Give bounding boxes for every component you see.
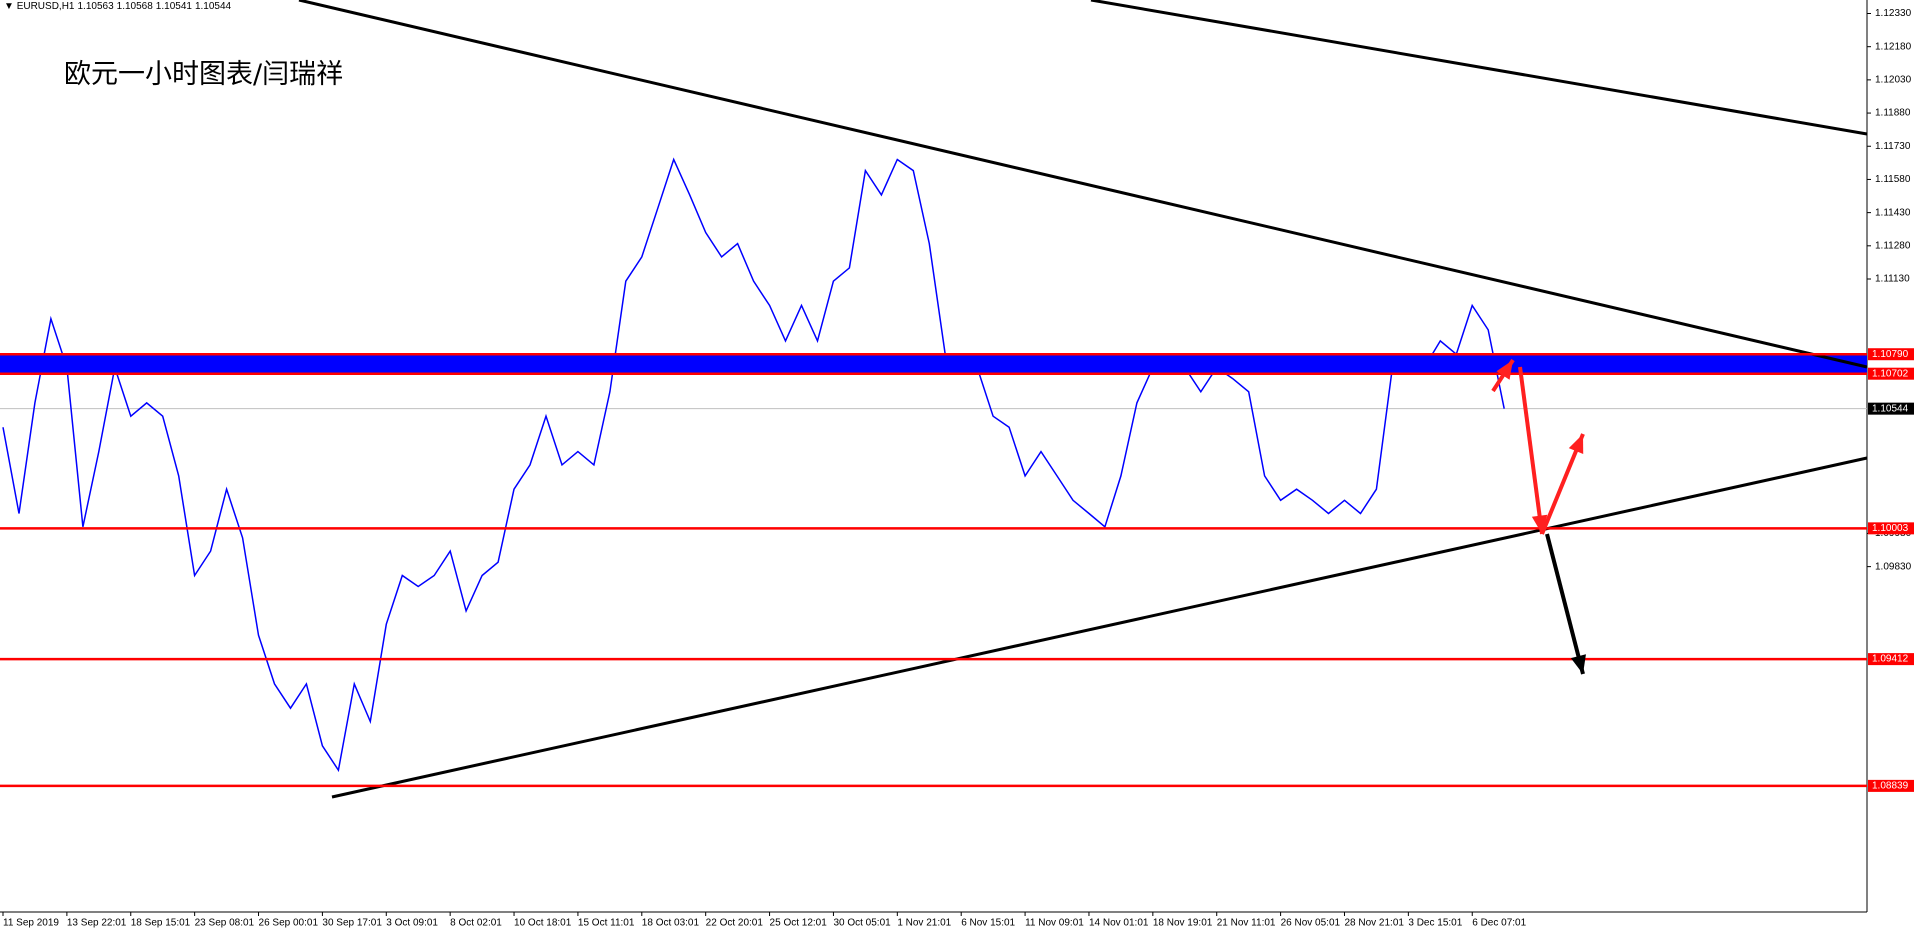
level-tag bbox=[1868, 653, 1914, 666]
arrow-head bbox=[1568, 434, 1584, 454]
level-label: 1.08839 bbox=[1872, 781, 1909, 792]
header: ▼ EURUSD,H1 1.10563 1.10568 1.10541 1.10544 bbox=[4, 1, 232, 12]
last-price-tag bbox=[1868, 402, 1914, 415]
x-tick-label: 26 Sep 00:01 bbox=[259, 918, 319, 929]
x-tick-label: 3 Dec 15:01 bbox=[1408, 918, 1462, 929]
x-tick-label: 21 Nov 11:01 bbox=[1217, 918, 1276, 929]
y-tick-label: 1.11580 bbox=[1875, 174, 1911, 185]
x-tick-label: 8 Oct 02:01 bbox=[450, 918, 502, 929]
x-tick-label: 6 Dec 07:01 bbox=[1472, 918, 1526, 929]
arrow-head bbox=[1496, 360, 1513, 380]
ohlc: 1.10544 bbox=[194, 1, 232, 12]
x-tick-label: 1 Nov 21:01 bbox=[897, 918, 951, 929]
x-tick-label: 14 Nov 01:01 bbox=[1089, 918, 1149, 929]
arrow bbox=[1545, 533, 1585, 675]
zone-band bbox=[0, 354, 1867, 374]
ohlc: 1.10563 bbox=[77, 1, 114, 12]
x-tick-label: 11 Sep 2019 bbox=[3, 918, 59, 929]
y-tick-label: 1.11130 bbox=[1875, 274, 1910, 285]
arrow-head bbox=[1531, 514, 1548, 534]
y-tick-label: 1.12030 bbox=[1875, 75, 1912, 86]
y-tick-label: 1.11280 bbox=[1875, 240, 1911, 251]
x-tick-label: 22 Oct 20:01 bbox=[706, 918, 764, 929]
ohlc: 1.10541 bbox=[155, 1, 192, 12]
x-tick-label: 10 Oct 18:01 bbox=[514, 918, 572, 929]
symbol: EURUSD,H1 bbox=[16, 1, 75, 12]
y-tick-label: 1.11730 bbox=[1875, 141, 1911, 152]
arrow bbox=[1518, 366, 1544, 535]
x-tick-label: 18 Oct 03:01 bbox=[642, 918, 700, 929]
level-label: 1.10790 bbox=[1872, 349, 1909, 360]
price-line bbox=[2, 157, 1505, 773]
arrow-head bbox=[1570, 654, 1586, 674]
x-tick-label: 30 Oct 05:01 bbox=[833, 918, 891, 929]
x-tick-label: 25 Oct 12:01 bbox=[770, 918, 828, 929]
y-tick-label: 1.09830 bbox=[1875, 561, 1912, 572]
y-tick-label: 1.11880 bbox=[1875, 108, 1911, 119]
level-tag bbox=[1868, 367, 1914, 380]
level-label: 1.10003 bbox=[1872, 523, 1909, 534]
x-tick-label: 15 Oct 11:01 bbox=[578, 918, 635, 929]
trend-line bbox=[298, 0, 1868, 369]
x-tick-label: 28 Nov 21:01 bbox=[1344, 918, 1404, 929]
x-tick-label: 13 Sep 22:01 bbox=[67, 918, 127, 929]
trend-line bbox=[331, 456, 1868, 799]
y-tick-label: 1.11430 bbox=[1875, 207, 1911, 218]
level-tag bbox=[1868, 779, 1914, 792]
ohlc: 1.10568 bbox=[116, 1, 153, 12]
level-label: 1.10702 bbox=[1872, 368, 1909, 379]
y-tick-label: 1.12180 bbox=[1875, 41, 1912, 52]
x-tick-label: 11 Nov 09:01 bbox=[1025, 918, 1084, 929]
chart-title: 欧元一小时图表/闫瑞祥 bbox=[64, 59, 344, 90]
level-tag bbox=[1868, 522, 1914, 535]
level-tag bbox=[1868, 348, 1914, 361]
x-tick-label: 6 Nov 15:01 bbox=[961, 918, 1015, 929]
y-tick-label: 1.12330 bbox=[1875, 8, 1912, 19]
x-tick-label: 30 Sep 17:01 bbox=[322, 918, 382, 929]
x-tick-label: 26 Nov 05:01 bbox=[1281, 918, 1341, 929]
annotations bbox=[298, 0, 1868, 799]
x-tick-label: 3 Oct 09:01 bbox=[386, 918, 438, 929]
x-tick-label: 23 Sep 08:01 bbox=[195, 918, 255, 929]
x-tick-label: 18 Sep 15:01 bbox=[131, 918, 191, 929]
level-label: 1.09412 bbox=[1872, 654, 1909, 665]
last-price-label: 1.10544 bbox=[1872, 403, 1909, 414]
trend-line bbox=[1090, 0, 1868, 136]
x-tick-label: 18 Nov 19:01 bbox=[1153, 918, 1213, 929]
